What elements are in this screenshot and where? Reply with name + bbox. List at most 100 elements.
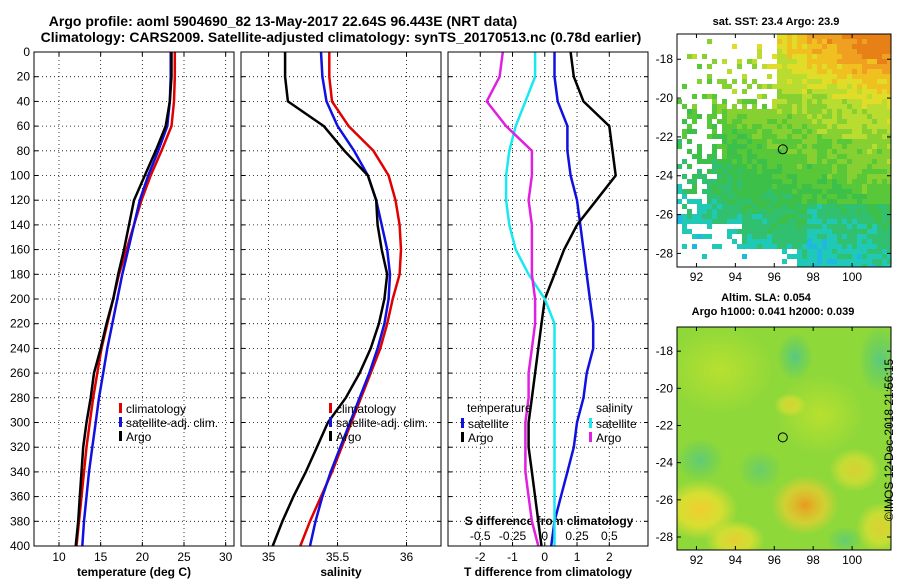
sst-cell [707, 199, 712, 204]
sst-cell [877, 229, 882, 234]
sst-cell [727, 84, 732, 89]
sst-cell [812, 164, 817, 169]
legend-label-climatology: climatology [336, 402, 396, 416]
sst-cell [752, 124, 757, 129]
sst-cell [787, 234, 792, 239]
sst-cell [857, 54, 862, 59]
sst-cell [852, 179, 857, 184]
sst-cell [692, 114, 697, 119]
sst-cell [842, 124, 847, 129]
sst-cell [787, 254, 792, 259]
sst-cell [782, 189, 787, 194]
sst-cell [712, 99, 717, 104]
sst-cell [862, 114, 867, 119]
sst-cell [817, 194, 822, 199]
sst-cell [827, 99, 832, 104]
sst-cell [757, 84, 762, 89]
sst-cell [847, 44, 852, 49]
sst-cell [862, 64, 867, 69]
sst-cell [817, 224, 822, 229]
top-x-tick-label: -0.5 [470, 529, 491, 543]
sst-cell [737, 139, 742, 144]
sst-cell [837, 39, 842, 44]
sst-cell [827, 199, 832, 204]
sst-cell [782, 224, 787, 229]
sst-cell [857, 109, 862, 114]
sst-cell [747, 124, 752, 129]
sst-cell [852, 94, 857, 99]
sst-cell [842, 114, 847, 119]
sst-cell [762, 109, 767, 114]
sst-cell [762, 194, 767, 199]
sst-cell [867, 64, 872, 69]
sst-cell [692, 54, 697, 59]
sst-cell [812, 254, 817, 259]
sst-cell [862, 69, 867, 74]
sst-cell [792, 159, 797, 164]
sst-cell [757, 229, 762, 234]
sst-cell [837, 254, 842, 259]
sst-cell [712, 209, 717, 214]
sst-cell [702, 179, 707, 184]
legend-heading-salinity: salinity [596, 401, 633, 415]
sst-cell [712, 244, 717, 249]
sst-cell [877, 64, 882, 69]
sst-cell [877, 209, 882, 214]
sst-cell [877, 264, 882, 267]
sst-cell [862, 99, 867, 104]
legend-swatch-t-argo [461, 432, 464, 442]
sst-cell [837, 34, 842, 39]
sst-cell [782, 174, 787, 179]
sst-cell [862, 234, 867, 239]
sst-cell [887, 244, 891, 249]
sst-cell [852, 34, 857, 39]
sst-cell [737, 214, 742, 219]
sst-cell [797, 249, 802, 254]
sst-cell [872, 179, 877, 184]
sst-cell [742, 239, 747, 244]
sst-cell [857, 104, 862, 109]
sst-cell [702, 174, 707, 179]
sst-cell [697, 199, 702, 204]
sst-cell [847, 94, 852, 99]
sst-cell [802, 84, 807, 89]
sst-cell [802, 89, 807, 94]
sst-cell [732, 239, 737, 244]
sst-cell [872, 204, 877, 209]
sst-cell [862, 224, 867, 229]
sst-cell [762, 134, 767, 139]
sst-cell [687, 109, 692, 114]
sst-cell [717, 189, 722, 194]
sst-cell [792, 149, 797, 154]
sst-cell [847, 164, 852, 169]
sst-cell [792, 114, 797, 119]
sst-cell [697, 214, 702, 219]
sst-cell [837, 204, 842, 209]
sst-cell [847, 159, 852, 164]
sst-cell [767, 229, 772, 234]
sst-cell [847, 104, 852, 109]
sst-cell [742, 209, 747, 214]
sst-cell [802, 239, 807, 244]
sst-cell [812, 104, 817, 109]
sst-cell [787, 194, 792, 199]
sst-cell [837, 149, 842, 154]
sst-cell [862, 184, 867, 189]
sst-cell [837, 234, 842, 239]
plot-frame [33, 51, 235, 547]
sst-cell [737, 184, 742, 189]
sst-cell [887, 74, 891, 79]
legend-heading-temperature: temperature [467, 401, 532, 415]
sst-cell [807, 99, 812, 104]
sst-cell [817, 154, 822, 159]
sst-cell [727, 154, 732, 159]
sst-cell [872, 39, 877, 44]
sst-cell [872, 44, 877, 49]
sst-cell [867, 124, 872, 129]
sst-cell [782, 109, 787, 114]
sst-cell [877, 69, 882, 74]
sst-cell [832, 179, 837, 184]
sst-cell [857, 189, 862, 194]
sst-cell [722, 119, 727, 124]
sst-cell [777, 74, 782, 79]
